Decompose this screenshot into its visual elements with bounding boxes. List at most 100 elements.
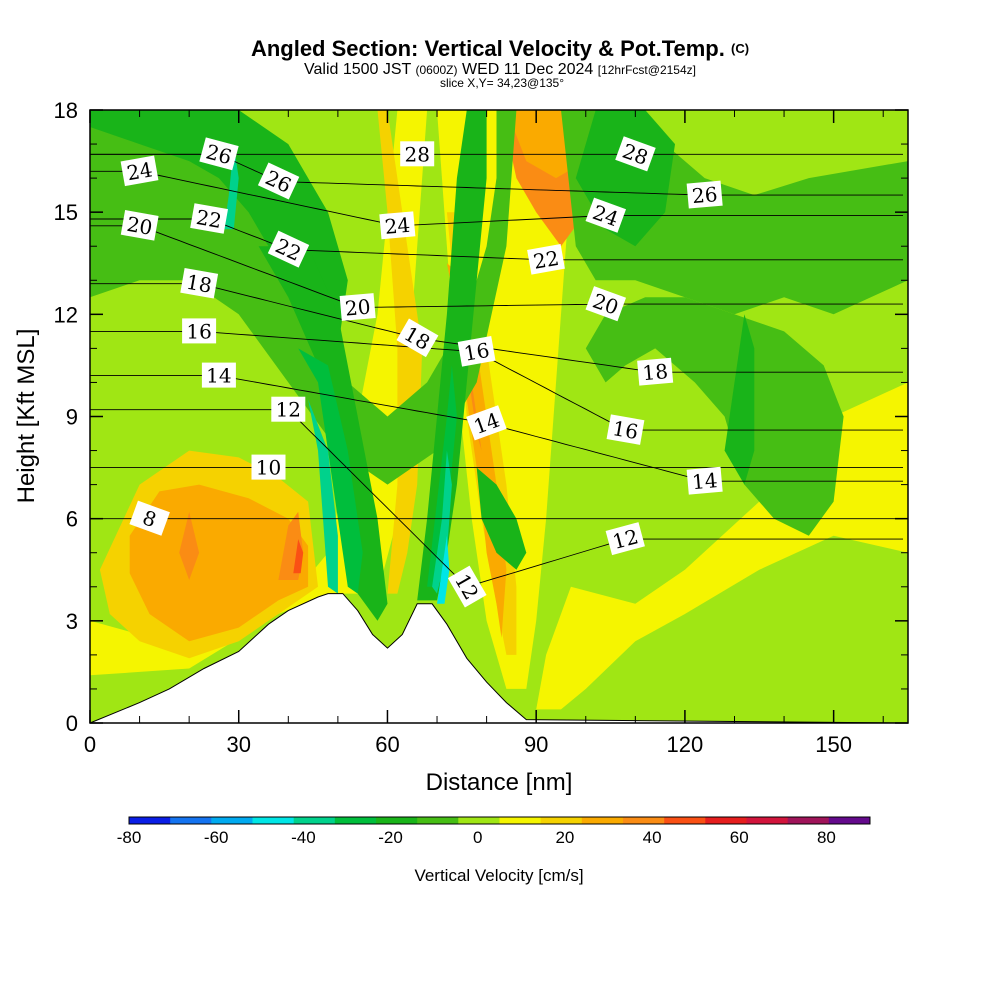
isotherm-label: 28 xyxy=(400,141,435,167)
colorbar-swatch xyxy=(540,817,583,824)
isotherm-label: 24 xyxy=(379,211,416,240)
colorbar-tick-label: 40 xyxy=(643,828,662,847)
isotherm-label-box xyxy=(396,318,439,358)
colorbar: -80 -60 -40 -20 0 20 40 60 80 xyxy=(117,816,871,847)
velocity-region-22 xyxy=(724,314,755,485)
y-tick-label: 0 xyxy=(66,711,78,736)
isotherm-label-box xyxy=(605,522,645,556)
velocity-region-26 xyxy=(308,399,338,594)
isotherm-label-text: 22 xyxy=(194,205,223,233)
colorbar-swatch xyxy=(293,817,336,824)
isotherm-label-box xyxy=(585,197,627,233)
forecast-info: [12hrFcst@2154z] xyxy=(597,63,696,77)
isotherm-label: 22 xyxy=(190,203,228,234)
y-tick-label: 6 xyxy=(66,507,78,532)
colorbar-swatch xyxy=(499,817,542,824)
isotherm-label-text: 20 xyxy=(125,212,154,240)
isotherm-label-box xyxy=(686,466,723,495)
isotherm-label-box xyxy=(447,565,487,608)
isotherm-label: 26 xyxy=(686,180,723,209)
isotherm-label: 18 xyxy=(637,357,674,386)
colorbar-swatch xyxy=(252,817,295,824)
chart-title: Angled Section: Vertical Velocity & Pot.… xyxy=(0,36,1000,62)
isotherm-label: 12 xyxy=(271,396,306,422)
isotherm-16 xyxy=(90,330,903,431)
isotherm-label-text: 24 xyxy=(384,213,411,239)
isotherm-label-text: 16 xyxy=(186,319,211,343)
isotherm-label: 16 xyxy=(457,336,496,367)
colorbar-tick-label: 20 xyxy=(555,828,574,847)
isotherm-label: 16 xyxy=(182,318,217,344)
velocity-region-20 xyxy=(417,110,487,601)
isotherm-label-text: 28 xyxy=(404,142,429,166)
y-tick-label: 9 xyxy=(66,405,78,430)
isotherm-label-text: 10 xyxy=(256,456,281,480)
isotherm-label-text: 24 xyxy=(125,157,154,185)
chart-subtitle: Valid 1500 JST (0600Z) WED 11 Dec 2024 [… xyxy=(0,61,1000,79)
velocity-region-25 xyxy=(427,365,457,587)
x-axis-title: Distance [nm] xyxy=(426,769,573,796)
isotherm-20 xyxy=(90,225,903,308)
colorbar-swatch xyxy=(376,817,418,824)
isotherm-label: 24 xyxy=(585,197,627,233)
colorbar-tick-label: 60 xyxy=(730,828,749,847)
isotherm-label: 18 xyxy=(180,267,219,299)
colorbar-swatch xyxy=(334,817,377,824)
isotherm-label-text: 12 xyxy=(276,398,301,422)
velocity-region-17 xyxy=(585,297,844,536)
isotherm-label-text: 18 xyxy=(184,270,213,298)
colorbar-swatch xyxy=(581,817,624,824)
isotherm-label-box xyxy=(527,244,565,275)
isotherm-label: 12 xyxy=(605,522,645,556)
colorbar-tick-label: -40 xyxy=(291,828,316,847)
isotherm-label-box xyxy=(457,336,496,367)
isotherm-label-box xyxy=(606,414,645,445)
isotherm-label: 16 xyxy=(606,414,645,445)
isotherm-label-box xyxy=(267,230,310,268)
isotherm-label-box xyxy=(637,357,674,386)
isotherm-label-box xyxy=(379,211,416,240)
y-tick-label: 18 xyxy=(54,98,78,123)
isotherm-label-box xyxy=(271,396,306,422)
colorbar-swatch xyxy=(787,817,830,824)
colorbar-tick-label: 0 xyxy=(473,828,482,847)
isotherm-label: 8 xyxy=(129,500,170,536)
x-tick-label: 120 xyxy=(667,732,704,757)
isotherm-label: 24 xyxy=(120,155,159,187)
isotherm-label-text: 18 xyxy=(641,359,668,385)
isotherm-label-box xyxy=(686,180,723,209)
colorbar-swatch xyxy=(129,817,171,824)
isotherm-label-box xyxy=(251,454,286,480)
isotherm-label: 14 xyxy=(201,362,236,388)
isotherm-label-text: 16 xyxy=(611,416,640,444)
slice-info: slice X,Y= 34,23@135° xyxy=(439,76,565,90)
velocity-region-8 xyxy=(446,263,507,638)
velocity-region-11 xyxy=(451,280,482,451)
colorbar-swatch xyxy=(211,817,253,824)
isotherm-label-box xyxy=(615,136,656,172)
colorbar-swatch xyxy=(623,817,665,824)
y-tick-label: 3 xyxy=(66,609,78,634)
isotherm-label-text: 26 xyxy=(691,182,718,208)
isotherm-label-box xyxy=(182,318,217,344)
valid-time-utc: (0600Z) xyxy=(415,63,458,77)
copyright-mark: (C) xyxy=(731,41,750,56)
velocity-region-29 xyxy=(437,535,450,604)
isotherm-18 xyxy=(90,283,903,373)
x-tick-label: 150 xyxy=(815,732,852,757)
x-tick-label: 30 xyxy=(226,732,250,757)
velocity-region-12 xyxy=(293,539,304,574)
x-tick-label: 60 xyxy=(375,732,399,757)
isotherm-label-box xyxy=(190,203,228,234)
velocity-region-7 xyxy=(129,484,309,642)
isotherm-label: 20 xyxy=(120,210,159,241)
terrain-mask xyxy=(89,593,909,724)
isotherm-label-box xyxy=(129,500,170,536)
x-tick-label: 0 xyxy=(84,732,96,757)
isotherm-label-box xyxy=(339,293,376,321)
velocity-region-5 xyxy=(377,110,423,594)
isotherm-label: 20 xyxy=(339,293,376,321)
isotherm-label-box xyxy=(199,137,239,171)
